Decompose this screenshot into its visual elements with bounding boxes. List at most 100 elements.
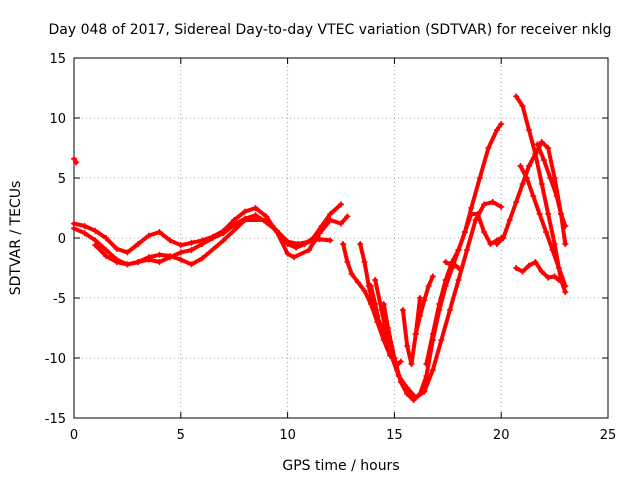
data-point <box>500 235 507 241</box>
data-point <box>71 225 77 232</box>
data-point <box>156 229 163 235</box>
x-tick-label: 0 <box>70 428 78 443</box>
data-point <box>417 295 424 301</box>
data-point <box>167 237 174 244</box>
data-point <box>540 157 547 163</box>
data-point <box>525 127 532 133</box>
data-point <box>344 259 351 265</box>
data-point <box>188 247 195 253</box>
data-point <box>412 331 419 337</box>
data-point <box>446 307 453 313</box>
data-point <box>538 181 545 187</box>
data-point <box>156 251 163 258</box>
data-point <box>408 361 415 367</box>
data-point <box>81 230 88 237</box>
data-point <box>538 139 545 145</box>
data-point <box>468 211 475 217</box>
data-point <box>468 205 475 211</box>
data-point <box>519 268 526 275</box>
data-point <box>519 181 526 187</box>
data-point <box>481 201 488 208</box>
data-point <box>513 265 520 271</box>
data-point <box>103 247 110 253</box>
data-point <box>436 301 443 307</box>
data-point <box>442 259 449 265</box>
data-point <box>348 271 355 277</box>
data-point <box>177 249 184 256</box>
data-point <box>284 250 291 257</box>
data-point <box>551 273 558 280</box>
data-point <box>199 255 206 262</box>
data-point <box>327 237 334 244</box>
data-point <box>305 238 312 245</box>
data-point <box>412 394 419 401</box>
data-point <box>451 261 458 268</box>
data-point <box>519 103 526 109</box>
data-point <box>532 259 539 265</box>
data-point <box>545 274 552 281</box>
data-point <box>429 273 436 280</box>
data-point <box>513 93 520 100</box>
data-point <box>241 208 248 215</box>
data-point <box>553 193 560 199</box>
data-point <box>263 217 270 223</box>
data-point <box>372 277 379 283</box>
data-point <box>293 244 300 251</box>
data-point <box>135 259 142 265</box>
y-tick-label: -5 <box>53 292 66 307</box>
data-point <box>525 163 532 169</box>
data-point <box>357 241 364 247</box>
data-point <box>338 220 344 227</box>
data-point <box>417 313 424 319</box>
data-point <box>252 205 259 211</box>
data-point <box>493 127 500 133</box>
data-point <box>551 241 558 247</box>
data-point <box>562 241 569 247</box>
grid <box>74 58 608 418</box>
data-point <box>421 297 428 304</box>
data-point <box>188 261 195 268</box>
data-point <box>145 254 152 261</box>
data-point <box>295 241 302 247</box>
x-tick-label: 5 <box>177 428 185 443</box>
data-point <box>513 199 520 205</box>
data-point <box>472 217 479 223</box>
data-point <box>549 247 556 253</box>
data-point <box>291 254 298 261</box>
data-point <box>387 349 394 355</box>
data-point <box>188 239 195 246</box>
data-point <box>429 367 436 373</box>
data-point <box>397 358 404 365</box>
data-point <box>545 145 552 151</box>
data-point <box>340 241 347 247</box>
data-point <box>220 237 227 244</box>
data-point <box>536 211 543 217</box>
data-point <box>372 301 379 307</box>
data-point <box>273 229 280 235</box>
series-13-trace <box>494 140 568 246</box>
data-point <box>92 242 99 249</box>
data-point <box>399 307 406 313</box>
data-point <box>498 121 505 127</box>
x-tick-label: 25 <box>600 428 617 443</box>
data-point <box>103 235 110 241</box>
chart-title: Day 048 of 2017, Sidereal Day-to-day VTE… <box>49 22 612 38</box>
y-axis-label: SDTVAR / TECUs <box>8 181 24 296</box>
data-point <box>547 175 554 181</box>
data-point <box>367 283 374 289</box>
data-point <box>395 373 402 379</box>
data-point <box>555 265 562 271</box>
x-axis-label: GPS time / hours <box>282 458 399 474</box>
series-15-trace <box>518 164 568 288</box>
data-point <box>378 307 385 313</box>
data-point <box>124 261 131 268</box>
data-point <box>376 321 383 328</box>
data-point <box>562 289 569 295</box>
x-tick-label: 20 <box>493 428 510 443</box>
data-point <box>562 223 569 229</box>
data-point <box>429 331 436 337</box>
series-8-trace <box>373 200 504 400</box>
data-point <box>177 242 184 249</box>
data-point <box>177 256 184 263</box>
